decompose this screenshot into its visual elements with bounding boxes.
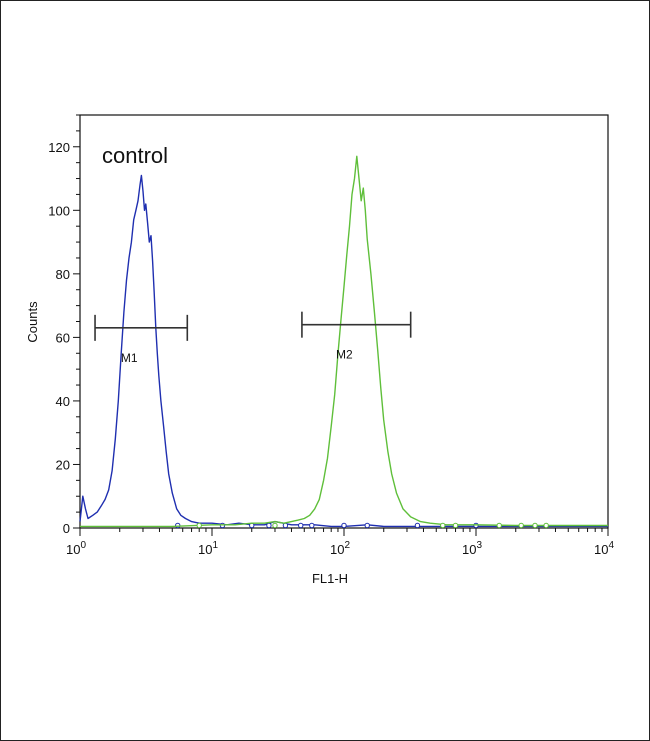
- x-tick-label: 102: [330, 540, 350, 557]
- y-tick-label: 60: [56, 330, 70, 345]
- x-tick-label: 103: [462, 540, 482, 557]
- x-tick-label: 101: [198, 540, 218, 557]
- series-point: [298, 522, 304, 529]
- y-axis-title: Counts: [25, 301, 40, 343]
- series-point: [518, 522, 524, 529]
- series-point: [452, 522, 459, 529]
- series-point: [341, 522, 347, 529]
- series-point: [282, 522, 289, 529]
- y-axis: 0 20 40 60 80 100 120: [48, 114, 80, 536]
- gate-marker-m2: M2: [301, 311, 412, 362]
- x-axis: 100 101 102 103 104: [66, 528, 614, 557]
- series-point: [364, 522, 370, 529]
- x-axis-title: FL1-H: [312, 571, 348, 586]
- y-tick-label: 0: [63, 521, 70, 536]
- y-tick-label: 120: [48, 140, 70, 155]
- gate-label: M1: [121, 351, 138, 365]
- series-point: [309, 522, 315, 529]
- series-point: [440, 522, 446, 529]
- gate-marker-m1: M1: [94, 314, 189, 365]
- series-point: [196, 522, 202, 529]
- series-layer: [79, 155, 608, 529]
- x-tick-label: 100: [66, 540, 86, 557]
- y-tick-label: 100: [48, 203, 70, 218]
- series-point: [543, 522, 549, 529]
- y-tick-label: 20: [56, 457, 70, 472]
- plot-area: [79, 114, 609, 529]
- y-tick-label: 80: [56, 267, 70, 282]
- marker-layer: M1 M2: [94, 311, 412, 365]
- series-point: [266, 522, 272, 529]
- series-point: [532, 522, 538, 529]
- series-point: [414, 522, 421, 529]
- gate-label: M2: [336, 348, 353, 362]
- series-line-1: [80, 155, 608, 528]
- series-point: [496, 522, 502, 529]
- y-tick-label: 40: [56, 394, 70, 409]
- series-point: [272, 522, 278, 529]
- annotation-control: control: [102, 143, 168, 168]
- x-tick-label: 104: [594, 540, 614, 557]
